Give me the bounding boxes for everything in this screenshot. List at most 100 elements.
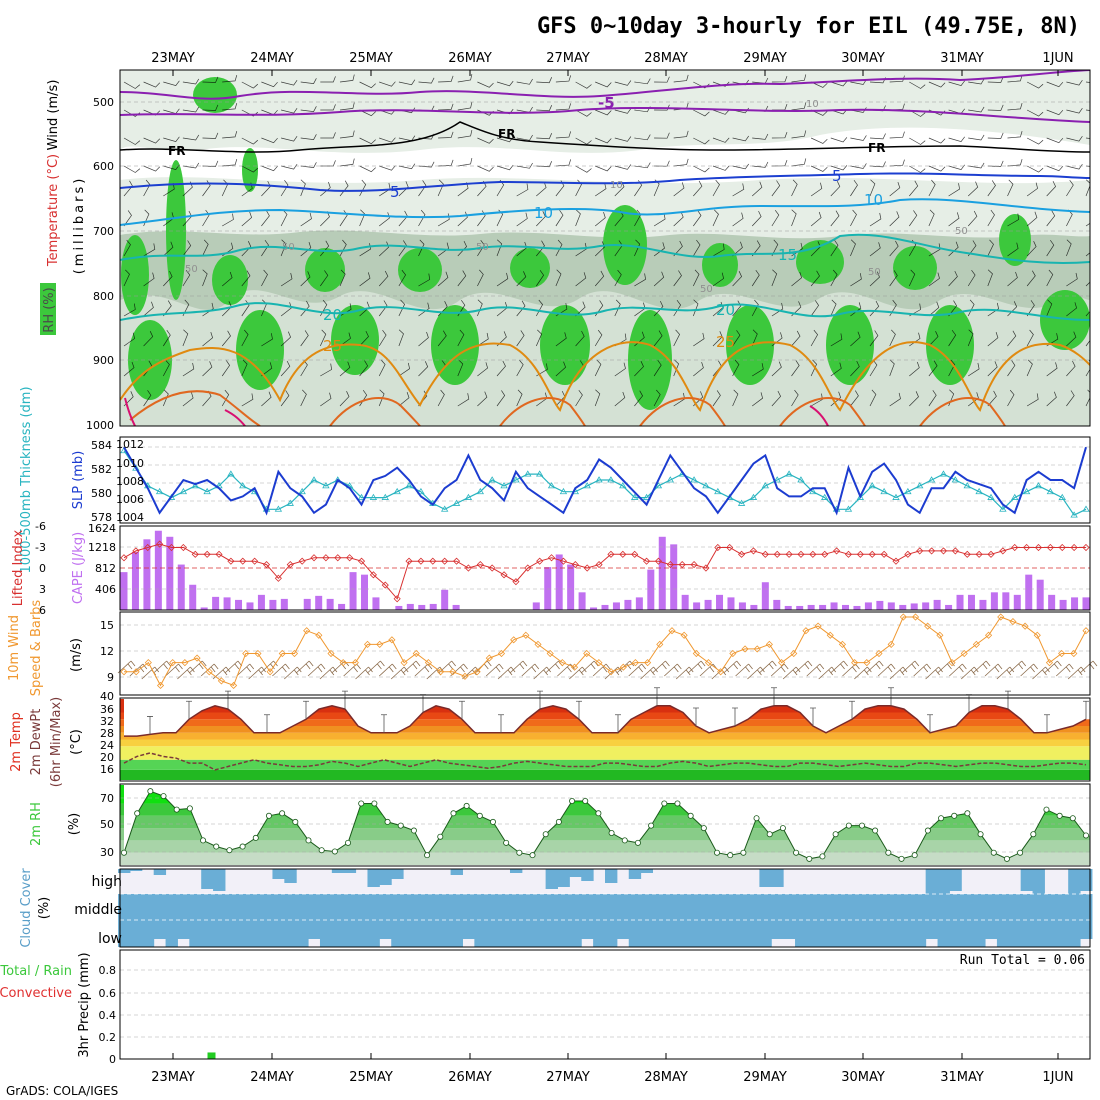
pressure-tick: 700: [93, 225, 114, 238]
lifted-index-point: [274, 574, 282, 582]
wind-barb: [850, 239, 856, 257]
wind-barb: [850, 360, 860, 377]
dewpoint-line: [123, 752, 1087, 771]
wind-barb: [261, 81, 278, 88]
wind-barb: [948, 212, 960, 227]
wind-barb: [712, 390, 721, 407]
wind-barb: [163, 136, 180, 143]
wind-barb: [594, 359, 602, 377]
low-mid-cloud-cell: [533, 894, 547, 947]
lifted-index-point: [464, 564, 472, 572]
rh-cell: [331, 305, 379, 375]
wind-barb: [595, 182, 607, 197]
lifted-index-point: [631, 550, 639, 558]
cape-bar: [349, 572, 357, 610]
wind-barb: [810, 359, 818, 377]
wind-barb: [1026, 182, 1038, 197]
upper-air-panel: -5 FR FR FR 5 5 10 10 15 20 20 25 25 50 …: [40, 69, 1091, 432]
wind-barb: [732, 241, 743, 257]
low-mid-cloud-cell: [640, 894, 654, 947]
wind-barb: [163, 164, 180, 171]
wind-barb: [1007, 301, 1018, 317]
wind-speed-point: [924, 622, 932, 630]
thickness-point: [1058, 493, 1066, 500]
thickness-point: [357, 493, 366, 500]
cape-bar: [819, 604, 827, 610]
wind10m-panel: 15 12 9 40 10m Wind Speed & Barbs (m/s): [7, 600, 1098, 703]
rh-point: [1083, 832, 1090, 839]
wind-barb: [450, 663, 468, 677]
date-labels-bottom: 23MAY 24MAY 25MAY 26MAY 27MAY 28MAY 29MA…: [151, 1070, 1073, 1085]
wind-speed-markers: [120, 613, 1090, 690]
minmax-axis-label: (6hr Min/Max): [49, 697, 64, 787]
wind-barb: [123, 361, 135, 377]
lifted-index-point: [452, 557, 461, 565]
wind-barb: [485, 663, 504, 677]
lifted-index-point: [607, 550, 615, 558]
wind-barb: [555, 209, 564, 227]
temp-y-ticks: 36 32 28 24 20 16: [100, 703, 114, 776]
wind-barb: [418, 180, 427, 197]
lifted-index-point: [951, 547, 959, 555]
high-cloud-cell: [759, 869, 772, 887]
wind-barb: [516, 359, 524, 377]
wind-barb: [732, 330, 741, 347]
minmax-whisker: [537, 690, 543, 710]
wind-barb: [810, 211, 822, 227]
lifted-index-point: [536, 557, 544, 565]
wind-barb: [987, 209, 995, 227]
rh-point: [938, 815, 945, 822]
wind-barb: [320, 132, 336, 139]
minmax-whisker: [693, 707, 699, 726]
wind-barb: [869, 161, 886, 168]
wind-barb: [692, 269, 700, 287]
wind-barb: [664, 663, 682, 677]
wind-barb: [937, 660, 955, 674]
lifted-index-point: [405, 557, 413, 565]
wind-barb: [438, 131, 454, 139]
cape-axis-label: CAPE (J/kg): [71, 532, 86, 604]
wind-legend-label: Wind (m/s): [46, 80, 61, 151]
lifted-index-point: [322, 554, 330, 562]
wind-barb: [398, 79, 416, 86]
wind-barb: [300, 241, 312, 257]
lifted-index-point: [156, 540, 164, 548]
low-mid-cloud-cell: [260, 894, 273, 947]
thickness-point: [999, 505, 1007, 512]
wind-barb: [869, 212, 882, 227]
slp-thickness-panel: 584 582 580 578 1012 1010 1008 1006 1004…: [19, 386, 1091, 574]
wind-barb: [241, 137, 259, 145]
wind-barb: [810, 270, 820, 287]
lifted-index-point: [500, 571, 508, 579]
minmax-whisker: [498, 714, 504, 733]
wind-barb: [143, 331, 154, 347]
upper-y-ticks: 500 600 700 800 900 1000: [86, 96, 114, 432]
wind-barb: [398, 391, 410, 407]
cape-bar: [738, 602, 746, 610]
wind-barb: [948, 241, 959, 257]
date-label: 29MAY: [743, 51, 787, 66]
lifted-index-point: [797, 550, 805, 558]
wind-barb: [241, 300, 250, 317]
wind-barb: [280, 360, 291, 377]
thickness-point: [927, 476, 936, 483]
wind-barb: [673, 211, 684, 227]
wind-barb: [1046, 180, 1057, 197]
wind-barb: [654, 132, 670, 139]
cape-bar: [361, 574, 368, 610]
wind-speed-point: [363, 640, 372, 648]
lifted-index-point: [346, 554, 354, 562]
wind-barb: [320, 104, 336, 111]
rh-cell: [305, 248, 345, 292]
wind-barb: [221, 389, 230, 407]
wind-barb: [398, 329, 404, 347]
wind-barb: [575, 389, 583, 407]
wind-barb: [712, 165, 730, 171]
wind-barb: [830, 165, 848, 171]
cape-bar: [338, 603, 346, 610]
wind-barb: [594, 211, 606, 227]
wind-barb: [477, 137, 494, 144]
lifted-index-point: [286, 561, 294, 569]
thickness-point: [1034, 482, 1043, 489]
wind-barb: [438, 75, 454, 83]
